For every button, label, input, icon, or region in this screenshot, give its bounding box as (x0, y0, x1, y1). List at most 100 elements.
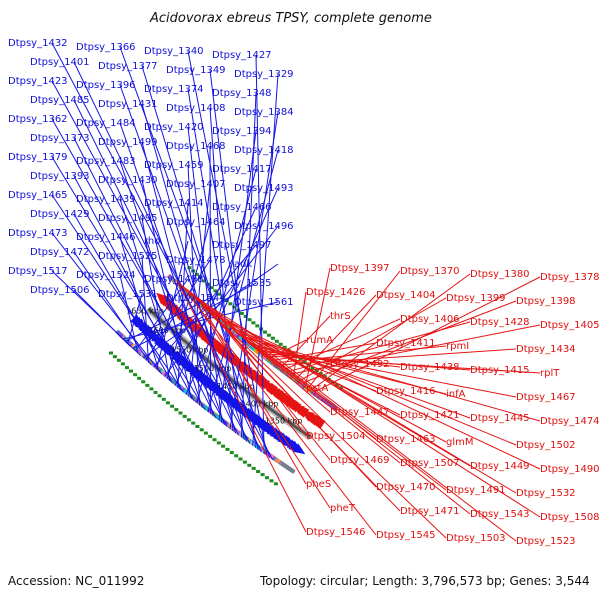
forward-gene-label: Dtpsy_1483 (76, 156, 136, 167)
green-tick (247, 463, 252, 467)
forward-leader-line (187, 88, 245, 440)
forward-leader-line (119, 84, 248, 442)
green-tick (216, 441, 221, 445)
forward-gene-label: Dtpsy_1478 (166, 255, 226, 266)
reverse-gene-label: Dtpsy_1405 (540, 320, 600, 331)
green-tick (310, 366, 315, 370)
scale-mark-label: 1550 kbp (171, 345, 209, 354)
reverse-gene-label: Dtpsy_1471 (400, 506, 460, 517)
reverse-leader-line (296, 294, 377, 379)
forward-leader-line (218, 130, 257, 421)
forward-gene-label: Dtpsy_1485 (30, 95, 90, 106)
green-tick (141, 380, 146, 384)
forward-gene-label: Dtpsy_1429 (30, 209, 90, 220)
forward-gene-label: Dtpsy_1340 (144, 46, 204, 57)
forward-leader-line (73, 99, 240, 436)
forward-gene-label: Dtpsy_1348 (212, 88, 272, 99)
forward-gene-label: Dtpsy_1407 (166, 179, 226, 190)
forward-leader-line (141, 179, 192, 399)
forward-gene-label: Dtpsy_1431 (98, 99, 158, 110)
reverse-leader-line (213, 312, 401, 464)
green-tick (260, 473, 265, 477)
green-tick (187, 266, 192, 270)
green-tick (251, 466, 256, 470)
forward-leader-line (119, 160, 203, 408)
reverse-gene-label: Dtpsy_1490 (540, 464, 600, 475)
reverse-leader-line (207, 307, 517, 494)
forward-gene-label: Dtpsy_1417 (212, 164, 272, 175)
forward-leader-line (119, 198, 182, 391)
reverse-gene-label: Dtpsy_1380 (470, 269, 530, 280)
reverse-gene-label: Dtpsy_1406 (400, 314, 460, 325)
forward-gene-label: Dtpsy_1465 (8, 190, 68, 201)
green-tick (243, 315, 248, 318)
forward-gene-label: Dtpsy_1484 (76, 118, 136, 129)
reverse-leader-line (179, 282, 377, 536)
reverse-leader-line (230, 327, 517, 446)
backbone-line (147, 307, 312, 439)
green-tick (208, 434, 213, 438)
forward-leader-line (119, 122, 225, 425)
green-tick (178, 411, 183, 415)
green-tick (278, 342, 283, 346)
reverse-leader-line (182, 285, 447, 539)
green-tick (263, 330, 267, 334)
forward-gene-label: Dtpsy_1496 (234, 221, 294, 232)
forward-gene-label: Dtpsy_1493 (234, 183, 294, 194)
forward-leader-line (73, 213, 173, 384)
forward-gene-label: Dtpsy_1499 (98, 137, 158, 148)
reverse-gene-label: Dtpsy_1469 (330, 455, 390, 466)
forward-gene-label: Dtpsy_1349 (166, 65, 226, 76)
reverse-leader-line (278, 348, 517, 366)
green-tick (242, 460, 247, 464)
reverse-leader-line (193, 295, 471, 515)
forward-leader-line (209, 107, 234, 432)
forward-gene-label: Dtpsy_1531 (98, 289, 158, 300)
green-tick (270, 336, 275, 340)
reverse-gene-label: Dtpsy_1370 (400, 266, 460, 277)
green-tick (202, 279, 207, 283)
green-tick (191, 421, 196, 425)
reverse-gene-label: Dtpsy_1426 (306, 287, 366, 298)
green-tick (282, 345, 287, 349)
forward-leader-line (73, 289, 131, 347)
forward-leader-line (174, 206, 257, 386)
green-tick (232, 305, 237, 309)
reverse-gene-label: pheS (306, 479, 331, 490)
green-tick (153, 390, 158, 394)
forward-leader-line (156, 240, 189, 370)
reverse-gene-label: Dtpsy_1404 (376, 290, 436, 301)
forward-leader-line (122, 301, 279, 340)
forward-gene-label: Dtpsy_1394 (212, 126, 272, 137)
reverse-leader-line (269, 339, 307, 359)
green-tick (302, 360, 307, 364)
reverse-gene-label: Dtpsy_1397 (330, 263, 390, 274)
green-tick (274, 339, 279, 343)
forward-gene-label: Dtpsy_1544 (166, 293, 226, 304)
forward-gene-label: Dtpsy_1506 (30, 285, 90, 296)
forward-gene-label: Dtpsy_1439 (76, 194, 136, 205)
gene-labels-layer: Dtpsy_1432 Dtpsy_1366 Dtpsy_1340 Dtpsy_1427… (8, 38, 600, 547)
forward-gene-label: Dtpsy_1468 (166, 141, 226, 152)
reverse-gene-label: Dtpsy_1474 (540, 416, 600, 427)
reverse-leader-line (184, 287, 517, 542)
reverse-gene-label: pheT (330, 503, 356, 514)
reverse-gene-label: Dtpsy_1378 (540, 272, 600, 283)
genome-backbone (145, 306, 313, 441)
forward-leader-line (127, 293, 143, 345)
forward-gene-label: Dtpsy_1535 (212, 278, 272, 289)
green-tick (174, 408, 179, 412)
reverse-leader-line (248, 341, 377, 392)
reverse-leader-line (284, 318, 401, 371)
green-tick (209, 286, 214, 290)
green-tick (255, 324, 260, 328)
forward-gene-label: Dtpsy_1414 (144, 198, 204, 209)
reverse-leader-line (275, 345, 447, 364)
genome-summary-text: Topology: circular; Length: 3,796,573 bp… (259, 574, 590, 588)
green-tick (194, 272, 199, 276)
forward-leader-line (119, 274, 139, 354)
forward-gene-label: Dtpsy_1408 (166, 103, 226, 114)
green-tick (157, 394, 162, 398)
green-tick (318, 372, 323, 376)
